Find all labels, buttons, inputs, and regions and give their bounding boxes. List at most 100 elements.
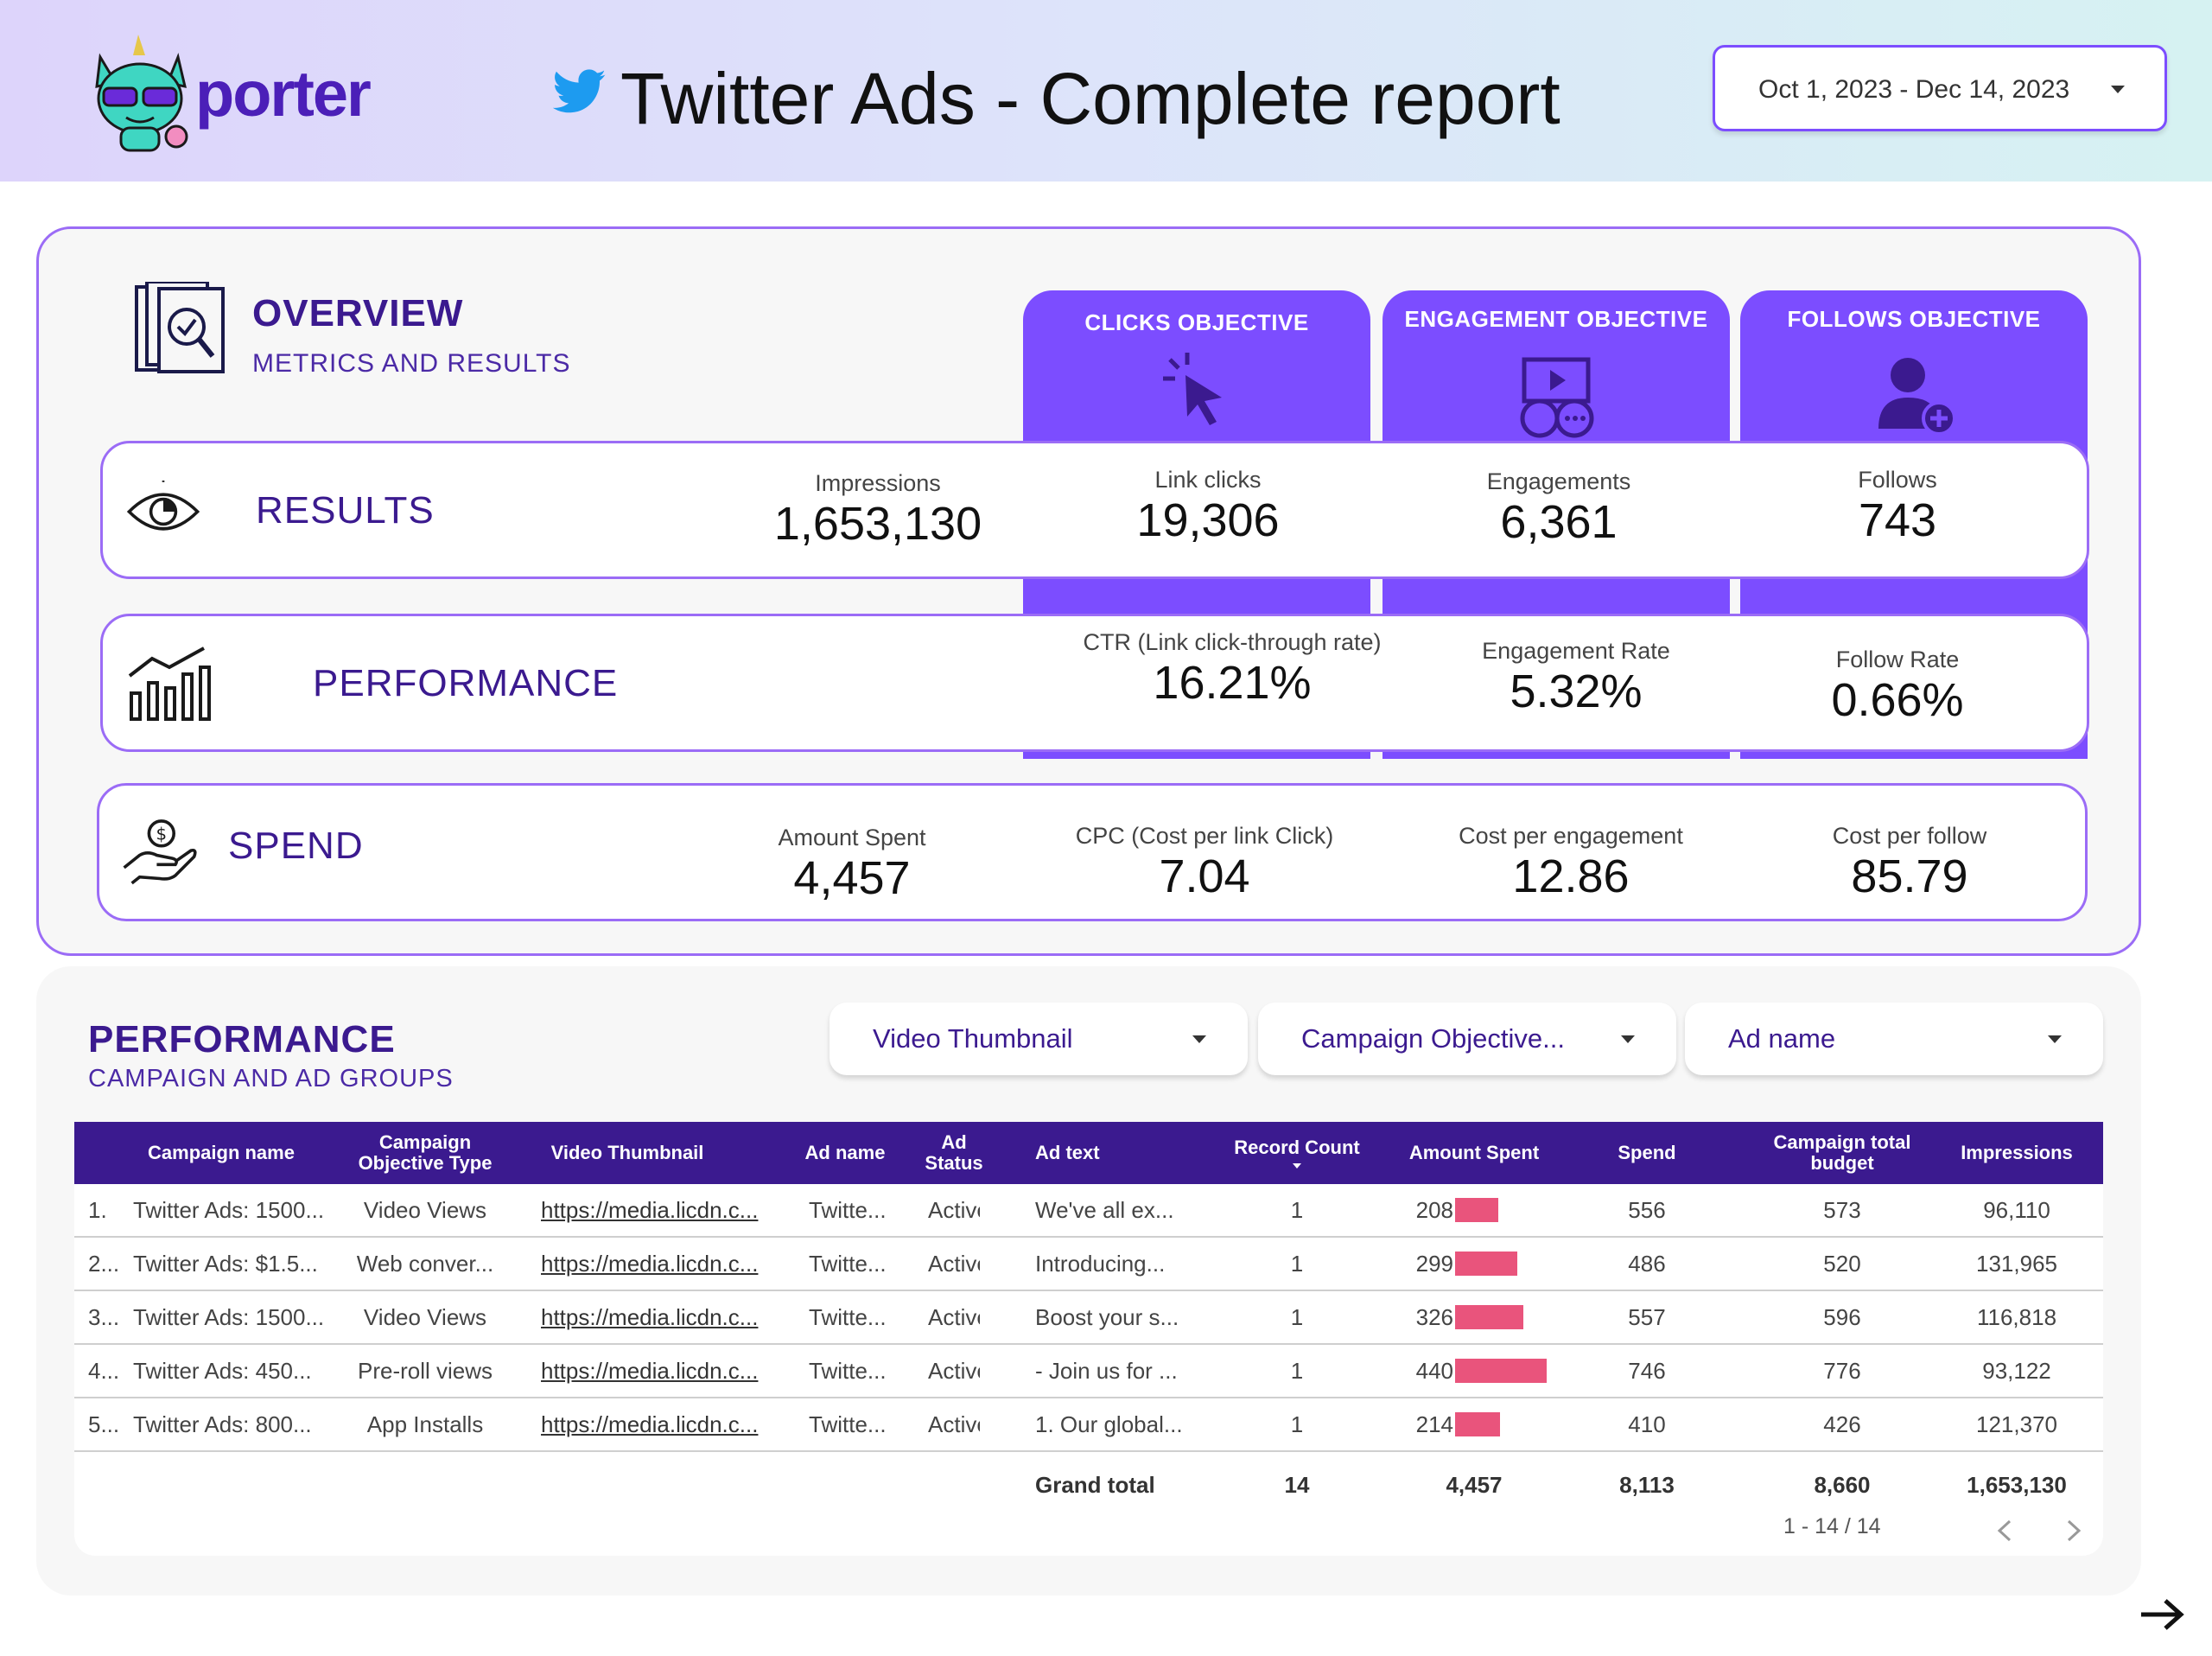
ad-text-cell: Boost your s... xyxy=(1035,1304,1179,1330)
budget-cell: 596 xyxy=(1823,1304,1861,1330)
date-range-picker[interactable]: Oct 1, 2023 - Dec 14, 2023 xyxy=(1713,45,2167,131)
grand-total-row: Grand total 14 4,457 8,113 8,660 1,653,1… xyxy=(74,1459,2103,1511)
col-campaign-budget[interactable]: Campaign total budget xyxy=(1773,1131,1911,1174)
ctr-metric: CTR (Link click-through rate) 16.21% xyxy=(1051,629,1414,710)
table-row[interactable]: 4... Twitter Ads: 450... Pre-roll views htt… xyxy=(74,1345,2103,1398)
performance-label: PERFORMANCE xyxy=(313,662,619,704)
video-chat-icon xyxy=(1520,357,1594,438)
amount-spent-bar xyxy=(1455,1305,1523,1329)
ad-status-cell: Active xyxy=(928,1304,980,1330)
date-range-value: Oct 1, 2023 - Dec 14, 2023 xyxy=(1758,75,2070,104)
ad-name-cell: Twitte... xyxy=(809,1251,887,1277)
video-thumbnail-link[interactable]: https://media.licdn.c... xyxy=(541,1251,759,1277)
grand-total-count: 14 xyxy=(1284,1472,1310,1498)
cost-per-engagement-label: Cost per engagement xyxy=(1459,823,1683,849)
budget-cell: 426 xyxy=(1823,1411,1861,1437)
performance-section-title: PERFORMANCE xyxy=(88,1018,396,1060)
amount-spent-cell: 208 xyxy=(1415,1197,1453,1223)
link-clicks-label: Link clicks xyxy=(1154,467,1262,493)
engagement-objective-label: ENGAGEMENT OBJECTIVE xyxy=(1404,306,1708,332)
video-thumbnail-filter[interactable]: Video Thumbnail xyxy=(830,1003,1248,1075)
col-spend[interactable]: Spend xyxy=(1618,1142,1676,1163)
impressions-value: 1,653,130 xyxy=(773,498,982,550)
overview-subtitle: METRICS AND RESULTS xyxy=(252,349,571,378)
follow-rate-metric: Follow Rate 0.66% xyxy=(1716,646,2079,727)
cursor-click-icon xyxy=(1163,353,1222,425)
amount-spent-bar xyxy=(1455,1412,1500,1436)
svg-text:$: $ xyxy=(156,825,168,844)
video-thumbnail-link[interactable]: https://media.licdn.c... xyxy=(541,1304,759,1330)
prev-page-icon[interactable] xyxy=(1993,1518,2018,1544)
col-amount-spent[interactable]: Amount Spent xyxy=(1408,1142,1540,1163)
budget-cell: 776 xyxy=(1823,1358,1861,1384)
ad-status-cell: Active xyxy=(928,1251,980,1277)
ad-name-cell: Twitte... xyxy=(809,1358,887,1384)
grand-total-impressions: 1,653,130 xyxy=(1967,1472,2067,1498)
col-video-thumbnail[interactable]: Video Thumbnail xyxy=(550,1142,704,1163)
performance-section-subtitle: CAMPAIGN AND AD GROUPS xyxy=(88,1065,454,1092)
ad-text-cell: We've all ex... xyxy=(1035,1197,1174,1223)
engagement-rate-label: Engagement Rate xyxy=(1482,638,1670,664)
video-thumbnail-link[interactable]: https://media.licdn.c... xyxy=(541,1197,759,1223)
unicorn-cat-icon xyxy=(95,35,188,152)
grand-total-label: Grand total xyxy=(1035,1472,1155,1498)
ad-name-filter[interactable]: Ad name xyxy=(1685,1003,2103,1075)
engagement-rate-metric: Engagement Rate 5.32% xyxy=(1395,638,1758,718)
col-ad-name[interactable]: Ad name xyxy=(804,1142,886,1163)
next-report-page-arrow-icon[interactable] xyxy=(2138,1597,2186,1632)
ad-status-cell: Active xyxy=(928,1411,980,1437)
col-ad-status[interactable]: Ad Status xyxy=(925,1131,983,1174)
chevron-down-icon xyxy=(1192,1035,1206,1043)
col-objective-type[interactable]: Campaign Objective Type xyxy=(358,1131,493,1174)
spend-cell: 410 xyxy=(1628,1411,1666,1437)
video-thumbnail-link[interactable]: https://media.licdn.c... xyxy=(541,1358,759,1384)
table-row[interactable]: 2... Twitter Ads: $1.5... Web conver... htt… xyxy=(74,1238,2103,1291)
campaign-objective-filter[interactable]: Campaign Objective... xyxy=(1258,1003,1676,1075)
sort-down-icon xyxy=(1293,1163,1301,1169)
impressions-label: Impressions xyxy=(815,470,941,496)
table-row[interactable]: 5... Twitter Ads: 800... App Installs https… xyxy=(74,1398,2103,1452)
row-index: 3... xyxy=(88,1304,120,1330)
amount-spent-cell: 214 xyxy=(1415,1411,1453,1437)
campaign-name-cell: Twitter Ads: 450... xyxy=(133,1358,312,1384)
video-thumbnail-link[interactable]: https://media.licdn.c... xyxy=(541,1411,759,1437)
spend-cell: 746 xyxy=(1628,1358,1666,1384)
grand-total-budget: 8,660 xyxy=(1814,1472,1871,1498)
col-ad-text[interactable]: Ad text xyxy=(1035,1142,1100,1163)
next-page-icon[interactable] xyxy=(2060,1518,2086,1544)
cost-per-engagement-value: 12.86 xyxy=(1512,850,1630,902)
filter-label: Ad name xyxy=(1728,1023,1836,1054)
engagements-metric: Engagements 6,361 xyxy=(1377,468,1740,549)
ad-text-cell: 1. Our global... xyxy=(1035,1411,1183,1437)
ad-text-cell: - Join us for ... xyxy=(1035,1358,1178,1384)
col-impressions[interactable]: Impressions xyxy=(1961,1142,2073,1163)
amount-spent-bar xyxy=(1455,1252,1517,1276)
table-row[interactable]: 1. Twitter Ads: 1500... Video Views https:/… xyxy=(74,1184,2103,1238)
amount-spent-value: 4,457 xyxy=(793,852,911,904)
impressions-cell: 116,818 xyxy=(1976,1304,2057,1330)
row-index: 5... xyxy=(88,1411,120,1437)
record-count-cell: 1 xyxy=(1290,1251,1304,1277)
spend-label: SPEND xyxy=(228,825,364,867)
objective-cell: Video Views xyxy=(363,1304,487,1330)
spend-cell: 556 xyxy=(1628,1197,1666,1223)
budget-cell: 520 xyxy=(1823,1251,1861,1277)
col-campaign-name[interactable]: Campaign name xyxy=(148,1142,295,1163)
report-header: porter Twitter Ads - Complete report Oct… xyxy=(0,0,2212,182)
table-row[interactable]: 3... Twitter Ads: 1500... Video Views https… xyxy=(74,1291,2103,1345)
campaign-name-cell: Twitter Ads: $1.5... xyxy=(133,1251,318,1277)
performance-row xyxy=(100,614,2089,752)
ad-status-cell: Active xyxy=(928,1197,980,1223)
ad-name-cell: Twitte... xyxy=(809,1304,887,1330)
campaign-name-cell: Twitter Ads: 1500... xyxy=(133,1197,325,1223)
amount-spent-bar xyxy=(1455,1359,1547,1383)
clicks-objective-label: CLICKS OBJECTIVE xyxy=(1084,309,1309,335)
col-record-count[interactable]: Record Count xyxy=(1215,1122,1379,1184)
col-record-count-label: Record Count xyxy=(1234,1137,1360,1158)
filter-label: Campaign Objective... xyxy=(1301,1023,1565,1054)
filter-label: Video Thumbnail xyxy=(873,1023,1073,1054)
results-label: RESULTS xyxy=(256,489,435,532)
record-count-cell: 1 xyxy=(1290,1358,1304,1384)
spend-cell: 557 xyxy=(1628,1304,1666,1330)
campaign-name-cell: Twitter Ads: 1500... xyxy=(133,1304,325,1330)
